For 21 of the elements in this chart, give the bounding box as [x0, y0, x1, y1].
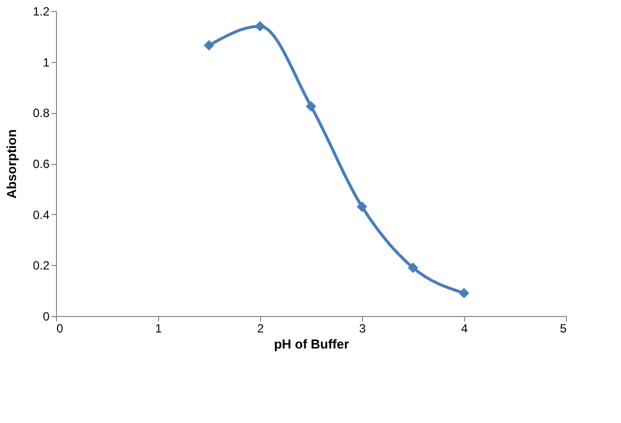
y-tick-label: 0.8 [32, 106, 50, 120]
x-tick-label: 1 [155, 322, 162, 336]
point [254, 21, 266, 32]
y-tick-label: 1 [42, 55, 50, 70]
point [458, 288, 470, 298]
point [408, 262, 418, 273]
x-tick-label: 0 [56, 322, 64, 336]
x-tick-label: 3 [359, 322, 366, 336]
x-tick-label: 5 [560, 322, 567, 336]
y-tick-label: 0.2 [32, 258, 50, 273]
y-tick-label: 1.2 [32, 4, 50, 18]
y-tick-label: 0.4 [32, 208, 50, 222]
x-axis-title: pH of Buffer [274, 336, 350, 352]
point [306, 101, 316, 112]
x-tick-label: 2 [257, 322, 264, 336]
y-tick-label: 0.6 [32, 157, 50, 171]
point [204, 40, 214, 51]
point [356, 201, 368, 212]
y-axis-title: Absorption [4, 129, 19, 199]
y-tick-label: 0 [42, 310, 50, 324]
x-tick-label: 4 [461, 322, 468, 336]
